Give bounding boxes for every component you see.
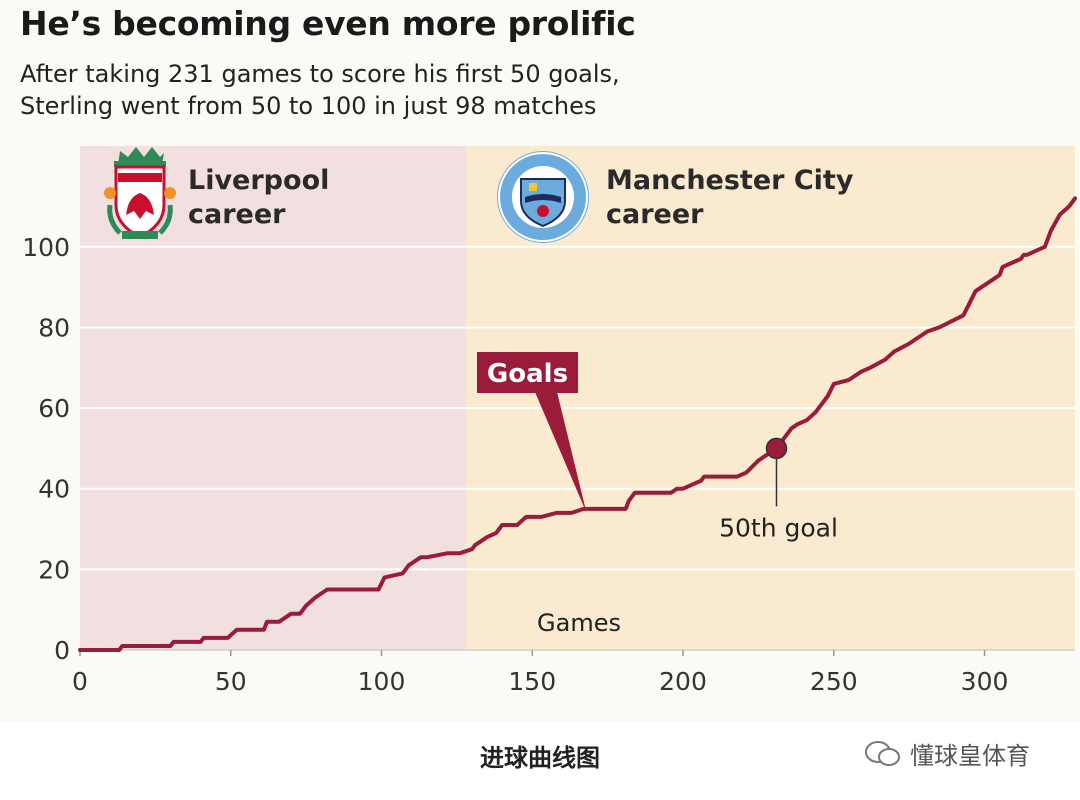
chart-subtitle-line-2: Sterling went from 50 to 100 in just 98 … bbox=[20, 92, 597, 120]
x-tick-label: 300 bbox=[961, 667, 1009, 696]
footer-caption: 进球曲线图 bbox=[480, 744, 600, 772]
fiftieth-goal-marker bbox=[765, 437, 788, 460]
region-label-title: Manchester City bbox=[606, 165, 854, 196]
y-axis-ticks: 0 20 40 60 80 100 bbox=[22, 233, 70, 665]
x-tick-label: 150 bbox=[508, 667, 556, 696]
goals-callout-pointer bbox=[535, 392, 587, 513]
fiftieth-goal-label: 50th goal bbox=[719, 513, 838, 542]
y-tick-label: 60 bbox=[38, 394, 70, 423]
goals-chart: 0 20 40 60 80 100 0 50 100 150 200 250 300 Liverpoo… bbox=[22, 146, 1077, 696]
x-tick-label: 250 bbox=[810, 667, 858, 696]
y-tick-label: 0 bbox=[54, 636, 70, 665]
chart-subtitle-line-1: After taking 231 games to score his firs… bbox=[20, 60, 620, 88]
goals-line bbox=[78, 196, 1077, 652]
y-tick-label: 100 bbox=[22, 233, 70, 262]
y-tick-label: 40 bbox=[38, 475, 70, 504]
chat-bubbles-icon bbox=[865, 740, 900, 766]
manchester-city-badge-icon bbox=[497, 151, 589, 243]
x-tick-label: 200 bbox=[659, 667, 707, 696]
watermark-text: 懂球皇体育 bbox=[910, 742, 1030, 770]
chart-annotations: Goals 50th goal bbox=[477, 352, 838, 542]
y-tick-label: 20 bbox=[38, 555, 70, 584]
x-axis-label: Games bbox=[537, 609, 621, 637]
y-tick-label: 80 bbox=[38, 313, 70, 342]
x-tick-label: 100 bbox=[358, 667, 406, 696]
liverpool-crest-icon bbox=[104, 147, 176, 239]
chart-title: He’s becoming even more prolific bbox=[20, 4, 636, 43]
region-label-title: Liverpool bbox=[188, 165, 329, 196]
goals-series bbox=[78, 196, 1077, 652]
chart-card: He’s becoming even more prolific After t… bbox=[20, 4, 1077, 696]
x-axis-ticks: 0 50 100 150 200 250 300 bbox=[72, 650, 1008, 696]
goals-callout-label: Goals bbox=[487, 359, 568, 389]
goals-callout-box bbox=[477, 352, 578, 393]
career-regions bbox=[80, 146, 1075, 650]
region-label-subtitle: career bbox=[606, 199, 704, 230]
region-label-subtitle: career bbox=[188, 199, 286, 230]
watermark: 懂球皇体育 bbox=[864, 736, 1030, 771]
x-tick-label: 0 bbox=[72, 667, 88, 696]
x-tick-label: 50 bbox=[215, 667, 247, 696]
